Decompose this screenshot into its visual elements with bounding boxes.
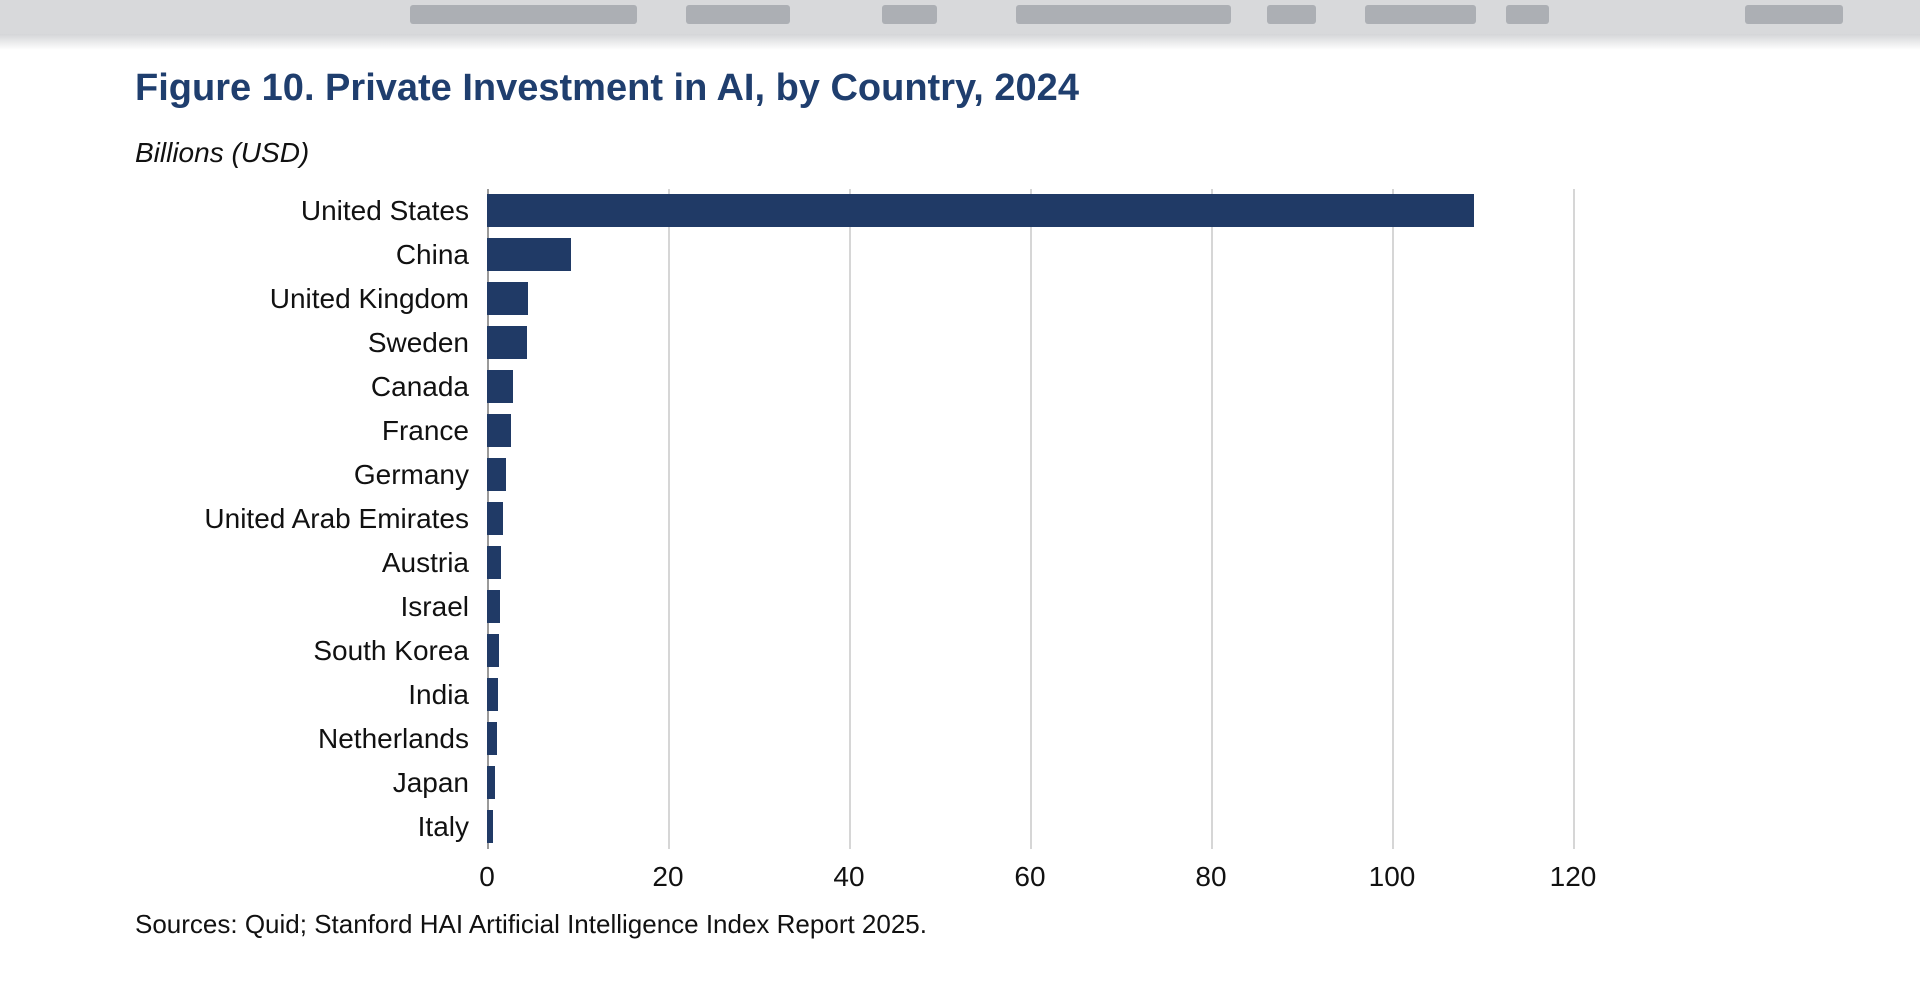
x-axis: 0 20 40 60 80 100 120 (479, 849, 1657, 895)
category-label: India (408, 678, 469, 710)
bar (487, 634, 499, 668)
cropped-content-fragment (1267, 5, 1316, 24)
category-label: France (381, 414, 469, 446)
source-note: Sources: Quid; Stanford HAI Artificial I… (135, 908, 927, 939)
bar-track (487, 277, 1657, 321)
chart-row: Canada (135, 365, 1657, 409)
cropped-content-fragment (882, 5, 937, 24)
chart-row: India (135, 673, 1657, 717)
header-shadow (0, 34, 1920, 50)
bar-chart: United States China United Kingdom Sweden Ca… (135, 188, 1657, 895)
gridline (849, 188, 851, 849)
gridline (1392, 188, 1394, 849)
bar (487, 590, 500, 624)
bar-track (487, 453, 1657, 497)
chart-row: United Arab Emirates (135, 497, 1657, 541)
category-label: Austria (381, 546, 469, 578)
chart-row: Netherlands (135, 717, 1657, 761)
x-tick-label: 20 (652, 860, 684, 892)
bar (487, 238, 572, 272)
bar-track (487, 189, 1657, 233)
chart-row: Sweden (135, 321, 1657, 365)
bar-track (487, 365, 1657, 409)
bar (487, 546, 502, 580)
category-label: Japan (392, 766, 469, 798)
bar-track (487, 629, 1657, 673)
unit-label: Billions (USD) (135, 136, 310, 168)
bar (487, 282, 528, 316)
cropped-content-fragment (1016, 5, 1231, 24)
category-label: United States (300, 194, 469, 226)
category-label: China (395, 238, 469, 270)
bar (487, 678, 498, 712)
category-label: Canada (370, 370, 469, 402)
x-tick-label: 120 (1549, 860, 1597, 892)
x-tick-label: 100 (1368, 860, 1416, 892)
gridline (1573, 188, 1575, 849)
x-tick-label: 80 (1195, 860, 1227, 892)
category-label: Netherlands (318, 722, 469, 754)
cropped-content-fragment (1745, 5, 1843, 24)
cropped-content-fragment (410, 5, 637, 24)
category-label: South Korea (313, 634, 469, 666)
category-label: Sweden (367, 326, 469, 358)
chart-row: United States (135, 189, 1657, 233)
chart-row: Austria (135, 541, 1657, 585)
bar (487, 194, 1475, 228)
category-label: Israel (400, 590, 469, 622)
category-label: United Arab Emirates (204, 502, 469, 534)
bar (487, 502, 504, 536)
cropped-content-fragment (1506, 5, 1549, 24)
figure-container: Figure 10. Private Investment in AI, by … (0, 67, 1920, 940)
gridline (1030, 188, 1032, 849)
bar-track (487, 673, 1657, 717)
figure-title: Figure 10. Private Investment in AI, by … (135, 67, 1079, 109)
cropped-content-fragment (686, 5, 790, 24)
bar (487, 722, 497, 756)
bar-track (487, 321, 1657, 365)
bar (487, 810, 494, 844)
bar (487, 414, 511, 448)
chart-rows: United States China United Kingdom Sweden Ca… (135, 189, 1657, 849)
cropped-page-header (0, 0, 1920, 34)
bar-track (487, 233, 1657, 277)
bar-track (487, 585, 1657, 629)
bar (487, 766, 496, 800)
category-label: United Kingdom (269, 282, 469, 314)
gridline (668, 188, 670, 849)
chart-row: Israel (135, 585, 1657, 629)
gridline (1211, 188, 1213, 849)
cropped-content-fragment (1365, 5, 1476, 24)
bar-track (487, 761, 1657, 805)
chart-row: United Kingdom (135, 277, 1657, 321)
bar-track (487, 409, 1657, 453)
category-label: Italy (417, 810, 469, 842)
chart-row: Italy (135, 805, 1657, 849)
bar (487, 326, 527, 360)
bar-track (487, 717, 1657, 761)
x-tick-label: 40 (833, 860, 865, 892)
x-tick-label: 60 (1014, 860, 1046, 892)
bar-track (487, 497, 1657, 541)
bar (487, 458, 506, 492)
category-label: Germany (353, 458, 469, 490)
chart-row: South Korea (135, 629, 1657, 673)
bar (487, 370, 514, 404)
bar-track (487, 541, 1657, 585)
chart-row: France (135, 409, 1657, 453)
chart-row: Japan (135, 761, 1657, 805)
chart-row: Germany (135, 453, 1657, 497)
x-tick-label: 0 (479, 860, 495, 892)
bar-track (487, 805, 1657, 849)
chart-row: China (135, 233, 1657, 277)
